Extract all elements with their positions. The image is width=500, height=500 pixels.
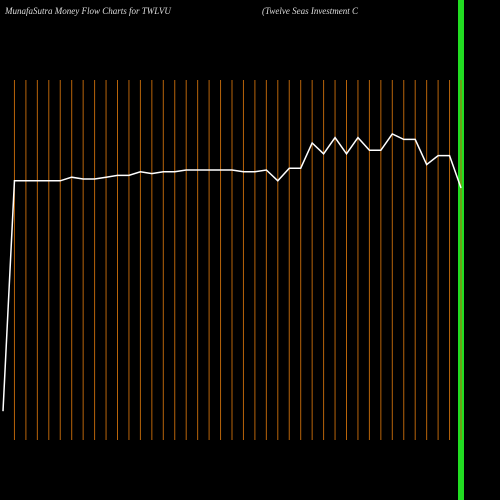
chart-subtitle: (Twelve Seas Investment C bbox=[262, 6, 359, 16]
money-flow-line bbox=[2, 133, 462, 412]
chart-title: MunafaSutra Money Flow Charts for TWLVU bbox=[4, 6, 171, 16]
